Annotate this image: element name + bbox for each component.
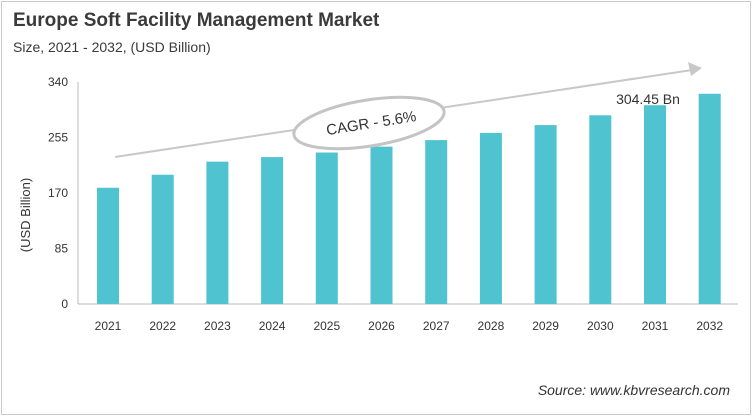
bar-2027	[425, 140, 448, 304]
trend-arrow-head	[688, 62, 702, 76]
bar-2023	[206, 161, 229, 304]
x-tick-label: 2030	[587, 319, 614, 333]
x-tick-label: 2023	[204, 319, 231, 333]
x-tick-label: 2025	[313, 319, 340, 333]
source-text: Source: www.kbvresearch.com	[537, 382, 730, 398]
bar-2028	[479, 132, 502, 304]
x-tick-label: 2024	[259, 319, 286, 333]
bar-2032	[698, 93, 721, 305]
bar-2024	[261, 157, 284, 304]
bar-2029	[534, 125, 557, 304]
y-tick-label: 170	[48, 186, 68, 200]
x-tick-label: 2027	[423, 319, 450, 333]
x-tick-label: 2032	[696, 319, 723, 333]
bar-2025	[315, 152, 338, 304]
y-tick-label: 0	[61, 297, 68, 311]
y-tick-label: 255	[48, 131, 68, 145]
x-tick-label: 2031	[642, 319, 669, 333]
value-label-2031: 304.45 Bn	[616, 91, 680, 107]
chart-title: Europe Soft Facility Management Market	[13, 10, 380, 31]
cagr-ellipse	[292, 95, 446, 151]
bar-2031	[644, 105, 666, 304]
x-tick-label: 2029	[532, 319, 559, 333]
y-tick-label: 85	[55, 242, 69, 256]
chart-subtitle: Size, 2021 - 2032, (USD Billion)	[13, 39, 211, 55]
bar-2026	[370, 146, 393, 304]
x-tick-label: 2028	[478, 319, 505, 333]
x-tick-label: 2026	[368, 319, 395, 333]
x-tick-label: 2021	[95, 319, 122, 333]
bar-2030	[589, 115, 612, 304]
y-tick-label: 340	[48, 75, 68, 89]
x-tick-label: 2022	[149, 319, 176, 333]
bar-2021	[97, 187, 119, 304]
bar-2022	[151, 174, 174, 304]
y-axis-label: (USD Billion)	[18, 178, 33, 252]
